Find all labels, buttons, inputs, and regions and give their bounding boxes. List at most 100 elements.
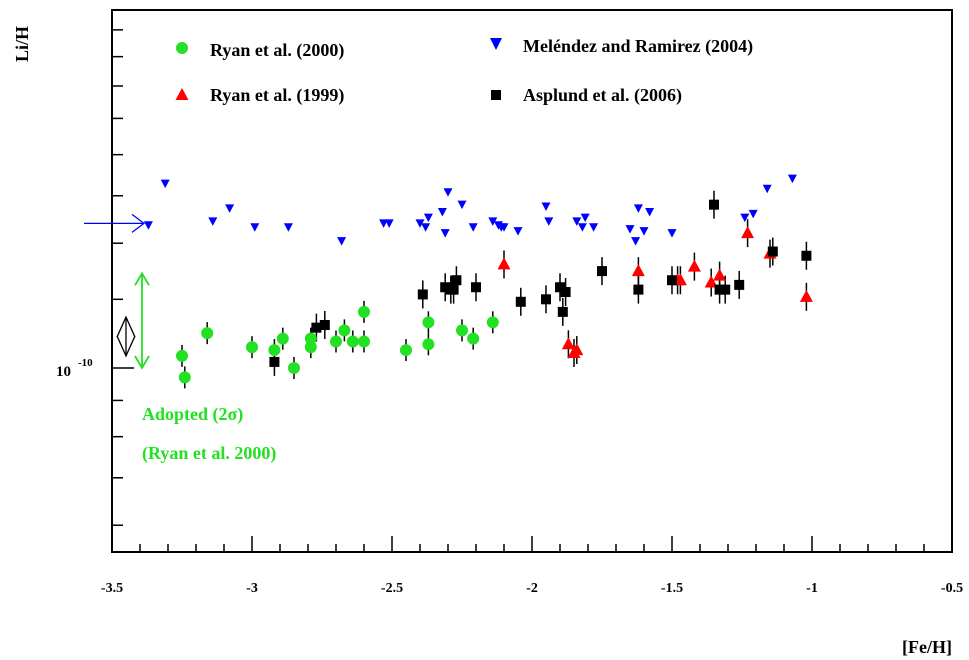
x-axis-label: [Fe/H] (902, 637, 952, 657)
point-triangle-up (741, 226, 755, 239)
x-tick-label: -1.5 (661, 581, 683, 596)
point-triangle-down (143, 221, 153, 230)
point-triangle-down (589, 223, 599, 232)
point-square (667, 275, 677, 286)
point-circle (178, 371, 191, 384)
point-square (448, 284, 459, 295)
point-square (720, 284, 731, 295)
adopted-source-label: (Ryan et al. 2000) (142, 443, 276, 464)
legend-marker-2 (490, 38, 502, 50)
point-square (555, 282, 565, 293)
legend-label-2: Meléndez and Ramirez (2004) (523, 36, 753, 57)
y-tick-label-main: 10 (56, 364, 71, 380)
point-triangle-down (513, 227, 523, 236)
point-circle (268, 344, 281, 357)
data-points (143, 174, 813, 384)
point-circle (456, 324, 468, 337)
point-triangle-down (440, 229, 450, 238)
point-triangle-down (421, 223, 431, 232)
point-triangle-down (645, 208, 655, 217)
point-triangle-down (225, 204, 235, 213)
point-triangle-down (748, 209, 758, 219)
legend-label-1: Ryan et al. (1999) (210, 85, 344, 106)
point-triangle-down (415, 219, 425, 228)
point-circle (246, 341, 258, 354)
point-circle (276, 332, 289, 345)
point-square (471, 282, 481, 293)
point-triangle-down (437, 208, 447, 217)
inner-range-head-bottom (116, 335, 136, 358)
legend-marker-1 (175, 88, 189, 100)
y-axis-label: Li/H (12, 26, 32, 62)
point-circle (304, 341, 317, 354)
point-triangle-down (762, 184, 772, 194)
adopted-range-head-top (134, 271, 150, 286)
x-tick-label: -2.5 (381, 581, 403, 596)
adopted-range-head-bottom (134, 355, 150, 370)
point-circle (201, 327, 214, 340)
point-circle (400, 344, 412, 357)
point-circle (358, 335, 370, 348)
point-triangle-down (667, 229, 677, 238)
inner-range-head-top (116, 315, 136, 338)
point-circle (422, 338, 435, 351)
point-triangle-down (580, 213, 590, 223)
point-triangle-up (631, 264, 645, 277)
x-tick-label: -0.5 (941, 581, 963, 596)
point-triangle-down (283, 223, 293, 232)
point-square (451, 275, 462, 286)
point-circle (176, 349, 188, 362)
point-circle (304, 332, 317, 345)
point-square (557, 306, 568, 317)
point-square (417, 289, 428, 300)
legend-marker-3 (491, 90, 501, 100)
point-square (633, 284, 644, 295)
point-square (269, 356, 280, 367)
point-triangle-up (687, 259, 701, 272)
point-circle (330, 335, 342, 348)
point-triangle-down (384, 219, 394, 228)
point-triangle-down (787, 174, 797, 184)
point-square (319, 319, 330, 330)
point-circle (338, 324, 351, 337)
point-square (709, 199, 719, 210)
point-triangle-down (468, 223, 478, 232)
x-tick-label: -3.5 (101, 581, 123, 596)
point-triangle-down (488, 217, 498, 226)
point-triangle-down (423, 213, 433, 223)
legend-label-0: Ryan et al. (2000) (210, 40, 344, 61)
point-triangle-down (499, 223, 509, 232)
point-triangle-down (633, 204, 643, 213)
y-tick-label-exponent: -10 (78, 357, 93, 369)
x-tick-label: -3 (246, 581, 258, 596)
x-axis-ticks (111, 536, 953, 552)
x-tick-label: -2 (526, 581, 538, 596)
point-circle (467, 332, 480, 345)
point-triangle-down (160, 179, 170, 189)
point-square (734, 279, 745, 290)
adopted-annotation (116, 271, 150, 370)
point-square (767, 246, 778, 257)
point-triangle-up (673, 273, 687, 286)
legend-marker-0 (176, 42, 188, 54)
point-triangle-down (631, 237, 641, 246)
point-triangle-up (799, 289, 813, 302)
x-tick-labels: -3.5 -3 -2.5 -2 -1.5 -1 -0.5 (101, 581, 963, 596)
point-triangle-down (572, 217, 582, 226)
point-square (541, 294, 551, 305)
point-square (597, 266, 607, 277)
blue-arrow-head (131, 213, 146, 233)
point-triangle-up (561, 337, 575, 350)
point-triangle-down (577, 223, 587, 232)
point-triangle-down (208, 217, 218, 226)
point-circle (358, 305, 370, 318)
legend-label-3: Asplund et al. (2006) (523, 85, 682, 106)
point-triangle-down (337, 237, 347, 246)
point-square (440, 282, 451, 293)
point-triangle-down (544, 217, 554, 226)
point-square (311, 322, 322, 333)
point-triangle-up (570, 343, 584, 356)
point-triangle-down (541, 202, 551, 211)
point-square (515, 296, 526, 307)
